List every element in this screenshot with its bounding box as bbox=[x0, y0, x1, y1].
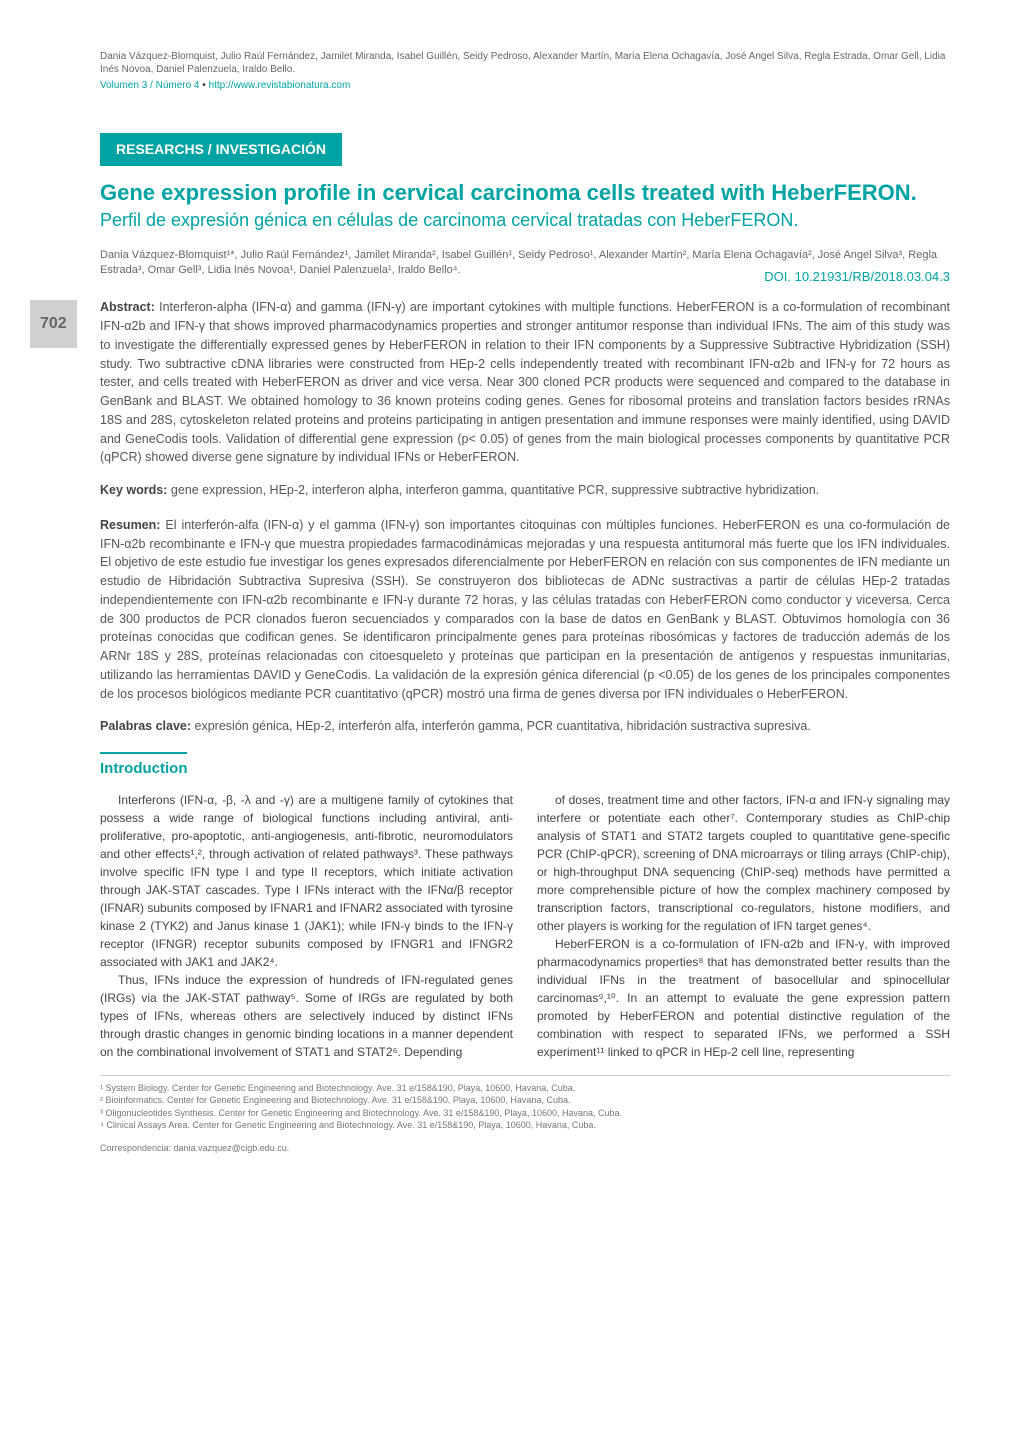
intro-paragraph: Thus, IFNs induce the expression of hund… bbox=[100, 971, 513, 1061]
correspondence: Correspondencia: dania.vazquez@cigb.edu.… bbox=[100, 1142, 950, 1156]
intro-columns: Interferons (IFN-α, -β, -λ and -γ) are a… bbox=[100, 791, 950, 1061]
abstract-es: Resumen: El interferón-alfa (IFN-α) y el… bbox=[100, 516, 950, 704]
introduction-heading: Introduction bbox=[100, 752, 187, 781]
keywords-en-text: gene expression, HEp-2, interferon alpha… bbox=[167, 483, 819, 497]
intro-paragraph: HeberFERON is a co-formulation of IFN-α2… bbox=[537, 935, 950, 1061]
intro-col-right: of doses, treatment time and other facto… bbox=[537, 791, 950, 1061]
intro-paragraph: Interferons (IFN-α, -β, -λ and -γ) are a… bbox=[100, 791, 513, 971]
header-volume: Volumen 3 / Número 4 • http://www.revist… bbox=[100, 78, 950, 93]
keywords-en-label: Key words: bbox=[100, 483, 167, 497]
footnote-item: ² Bioinformatics. Center for Genetic Eng… bbox=[100, 1094, 950, 1107]
abstract-en-text: Interferon-alpha (IFN-α) and gamma (IFN-… bbox=[100, 300, 950, 464]
keywords-es: Palabras clave: expresión génica, HEp-2,… bbox=[100, 717, 950, 736]
page-number: 702 bbox=[30, 300, 77, 348]
header-author-list: Dania Vázquez-Blomquist, Julio Raúl Fern… bbox=[100, 50, 950, 76]
intro-col-left: Interferons (IFN-α, -β, -λ and -γ) are a… bbox=[100, 791, 513, 1061]
affiliation-footnotes: ¹ System Biology. Center for Genetic Eng… bbox=[100, 1075, 950, 1132]
intro-paragraph: of doses, treatment time and other facto… bbox=[537, 791, 950, 935]
journal-url: http://www.revistabionatura.com bbox=[209, 80, 351, 91]
section-badge: RESEARCHS / INVESTIGACIÓN bbox=[100, 133, 342, 166]
abstract-en: Abstract: Interferon-alpha (IFN-α) and g… bbox=[100, 298, 950, 467]
footnote-item: ³ Oligonucleotides Synthesis. Center for… bbox=[100, 1107, 950, 1120]
abstract-en-label: Abstract: bbox=[100, 300, 155, 314]
article-title-es: Perfil de expresión génica en células de… bbox=[100, 210, 950, 232]
footnote-item: ¹ System Biology. Center for Genetic Eng… bbox=[100, 1082, 950, 1095]
abstract-es-text: El interferón-alfa (IFN-α) y el gamma (I… bbox=[100, 518, 950, 701]
volume-text: Volumen 3 / Número 4 bbox=[100, 80, 200, 91]
keywords-es-label: Palabras clave: bbox=[100, 719, 191, 733]
keywords-en: Key words: gene expression, HEp-2, inter… bbox=[100, 481, 950, 500]
footnote-item: ⁴ Clinical Assays Area. Center for Genet… bbox=[100, 1119, 950, 1132]
article-title-en: Gene expression profile in cervical carc… bbox=[100, 180, 950, 206]
abstract-es-label: Resumen: bbox=[100, 518, 160, 532]
header-bullet: • bbox=[200, 80, 209, 91]
keywords-es-text: expresión génica, HEp-2, interferón alfa… bbox=[191, 719, 811, 733]
